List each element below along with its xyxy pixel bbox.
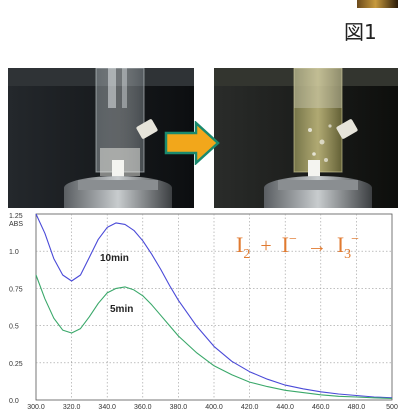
eq-plus: + [260, 235, 271, 257]
eq-left-sub: 2 [243, 247, 250, 262]
photo-fragment [357, 0, 398, 8]
photo-after-reaction [214, 68, 398, 208]
figure-label: 図1 [344, 20, 377, 44]
x-tick-label: 440.0 [276, 404, 294, 411]
reaction-equation: I2 + I− → I3− [236, 232, 359, 262]
absorbance-chart: 1.25 1.0 0.75 0.5 0.25 0.0 300.0 320.0 340.0 360… [0, 208, 398, 418]
y-tick-label: 0.5 [9, 324, 19, 331]
eq-right-sup: − [351, 232, 359, 247]
x-tick-label: 420.0 [241, 404, 259, 411]
eq-left: I [236, 232, 243, 257]
y-tick-label: 0.25 [9, 361, 23, 368]
x-tick-label: 320.0 [63, 404, 81, 411]
x-tick-label: 500 [386, 404, 398, 411]
eq-middle-sup: − [289, 232, 297, 247]
eq-right: I [337, 232, 344, 257]
series-line-5min [35, 274, 393, 400]
photo-before-reaction [8, 68, 194, 208]
series-line-10min [35, 213, 393, 399]
y-tick-label: 1.0 [9, 249, 19, 256]
chart-svg: 1.25 1.0 0.75 0.5 0.25 0.0 300.0 320.0 340.0 360… [9, 213, 398, 411]
eq-arrow: → [307, 235, 327, 257]
series-label-10min: 10min [100, 253, 129, 264]
y-tick-label: 0.0 [9, 398, 19, 405]
y-axis-label: ABS [9, 221, 23, 228]
x-tick-label: 460.0 [312, 404, 330, 411]
eq-right-sub: 3 [344, 247, 351, 262]
series-label-5min: 5min [110, 304, 133, 315]
x-tick-label: 360.0 [134, 404, 152, 411]
y-tick-label: 1.25 [9, 213, 23, 220]
x-tick-label: 380.0 [170, 404, 188, 411]
x-tick-label: 400.0 [205, 404, 223, 411]
y-tick-label: 0.75 [9, 286, 23, 293]
x-tick-label: 300.0 [27, 404, 45, 411]
eq-middle: I [282, 232, 289, 257]
x-tick-label: 340.0 [98, 404, 116, 411]
reaction-arrow-icon [164, 121, 220, 165]
x-tick-label: 480.0 [348, 404, 366, 411]
